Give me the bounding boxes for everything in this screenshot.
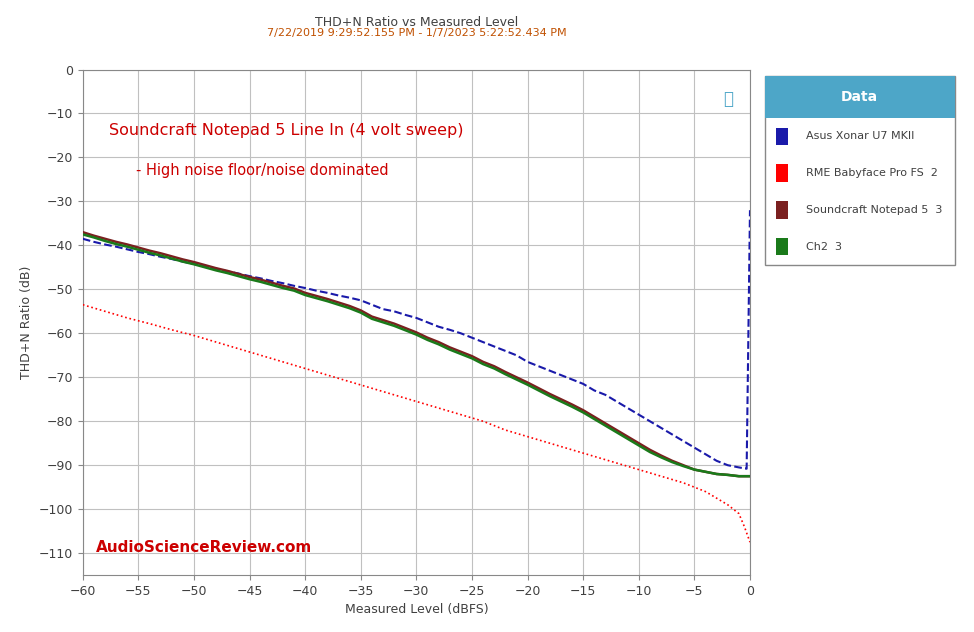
Asus Xonar U7 MKII [744, 207, 756, 214]
RME Babyface Pro FS  2 [233, 345, 244, 353]
Ch2  3 [744, 472, 756, 480]
Text: Ⓐ: Ⓐ [724, 90, 733, 107]
Line: Soundcraft Notepad 5  3: Soundcraft Notepad 5 3 [83, 232, 750, 476]
Asus Xonar U7 MKII [488, 343, 500, 350]
RME Babyface Pro FS  2 [122, 314, 133, 322]
RME Babyface Pro FS  2 [432, 404, 444, 412]
Bar [776, 164, 788, 181]
Text: Data: Data [841, 90, 879, 104]
Soundcraft Notepad 5  3 [311, 292, 322, 300]
RME Babyface Pro FS  2 [744, 538, 756, 546]
FancyBboxPatch shape [765, 76, 955, 265]
Asus Xonar U7 MKII [255, 274, 267, 282]
Line: Asus Xonar U7 MKII: Asus Xonar U7 MKII [83, 210, 750, 469]
Ch2  3 [477, 360, 489, 368]
Asus Xonar U7 MKII [77, 235, 89, 243]
RME Babyface Pro FS  2 [722, 501, 733, 509]
RME Babyface Pro FS  2 [144, 320, 156, 327]
Soundcraft Notepad 5  3 [210, 264, 222, 272]
RME Babyface Pro FS  2 [321, 371, 333, 379]
Asus Xonar U7 MKII [411, 314, 423, 322]
Ch2  3 [77, 231, 89, 238]
Soundcraft Notepad 5  3 [477, 358, 489, 366]
Text: - High noise floor/noise dominated: - High noise floor/noise dominated [136, 163, 389, 178]
Ch2  3 [311, 295, 322, 302]
RME Babyface Pro FS  2 [255, 351, 267, 359]
RME Babyface Pro FS  2 [738, 523, 750, 530]
RME Babyface Pro FS  2 [543, 439, 555, 447]
RME Babyface Pro FS  2 [656, 472, 667, 480]
RME Babyface Pro FS  2 [344, 378, 356, 386]
RME Babyface Pro FS  2 [278, 358, 289, 366]
RME Babyface Pro FS  2 [210, 338, 222, 346]
Bar [776, 202, 788, 219]
RME Babyface Pro FS  2 [611, 459, 622, 467]
Soundcraft Notepad 5  3 [733, 472, 745, 480]
Soundcraft Notepad 5  3 [656, 452, 667, 459]
RME Babyface Pro FS  2 [389, 391, 400, 399]
Soundcraft Notepad 5  3 [744, 472, 756, 480]
Y-axis label: THD+N Ratio (dB): THD+N Ratio (dB) [20, 265, 33, 379]
RME Babyface Pro FS  2 [566, 446, 578, 454]
Bar [776, 128, 788, 145]
RME Babyface Pro FS  2 [166, 326, 177, 334]
Asus Xonar U7 MKII [741, 465, 753, 473]
Ch2  3 [210, 267, 222, 274]
Ch2  3 [656, 454, 667, 461]
RME Babyface Pro FS  2 [500, 426, 511, 434]
RME Babyface Pro FS  2 [522, 433, 534, 441]
Asus Xonar U7 MKII [132, 248, 144, 256]
RME Babyface Pro FS  2 [411, 398, 423, 405]
RME Babyface Pro FS  2 [477, 418, 489, 425]
RME Babyface Pro FS  2 [455, 411, 467, 418]
RME Babyface Pro FS  2 [299, 365, 311, 372]
RME Babyface Pro FS  2 [678, 479, 690, 487]
Text: 7/22/2019 9:29:52.155 PM - 1/7/2023 5:22:52.434 PM: 7/22/2019 9:29:52.155 PM - 1/7/2023 5:22… [267, 28, 566, 39]
Ch2  3 [432, 341, 444, 348]
Asus Xonar U7 MKII [210, 265, 222, 272]
Text: RME Babyface Pro FS  2: RME Babyface Pro FS 2 [806, 168, 938, 178]
Soundcraft Notepad 5  3 [432, 338, 444, 346]
FancyBboxPatch shape [765, 76, 955, 118]
Text: THD+N Ratio vs Measured Level: THD+N Ratio vs Measured Level [315, 16, 518, 29]
RME Babyface Pro FS  2 [99, 308, 111, 315]
Asus Xonar U7 MKII [666, 430, 678, 438]
Text: Soundcraft Notepad 5  3: Soundcraft Notepad 5 3 [806, 205, 943, 215]
RME Babyface Pro FS  2 [588, 453, 600, 460]
RME Babyface Pro FS  2 [699, 488, 711, 495]
Text: Soundcraft Notepad 5 Line In (4 volt sweep): Soundcraft Notepad 5 Line In (4 volt swe… [109, 123, 464, 138]
Ch2  3 [733, 472, 745, 480]
Text: AudioScienceReview.com: AudioScienceReview.com [96, 540, 313, 555]
RME Babyface Pro FS  2 [733, 510, 745, 518]
RME Babyface Pro FS  2 [77, 301, 89, 308]
Bar [776, 238, 788, 255]
Line: RME Babyface Pro FS  2: RME Babyface Pro FS 2 [83, 305, 750, 542]
Line: Ch2  3: Ch2 3 [83, 234, 750, 476]
Ch2  3 [233, 272, 244, 280]
X-axis label: Measured Level (dBFS): Measured Level (dBFS) [345, 604, 488, 616]
RME Babyface Pro FS  2 [366, 384, 378, 392]
RME Babyface Pro FS  2 [188, 332, 200, 339]
Text: Ch2  3: Ch2 3 [806, 242, 843, 252]
Text: Asus Xonar U7 MKII: Asus Xonar U7 MKII [806, 131, 915, 141]
RME Babyface Pro FS  2 [633, 466, 645, 473]
Soundcraft Notepad 5  3 [77, 228, 89, 236]
Soundcraft Notepad 5  3 [233, 270, 244, 277]
